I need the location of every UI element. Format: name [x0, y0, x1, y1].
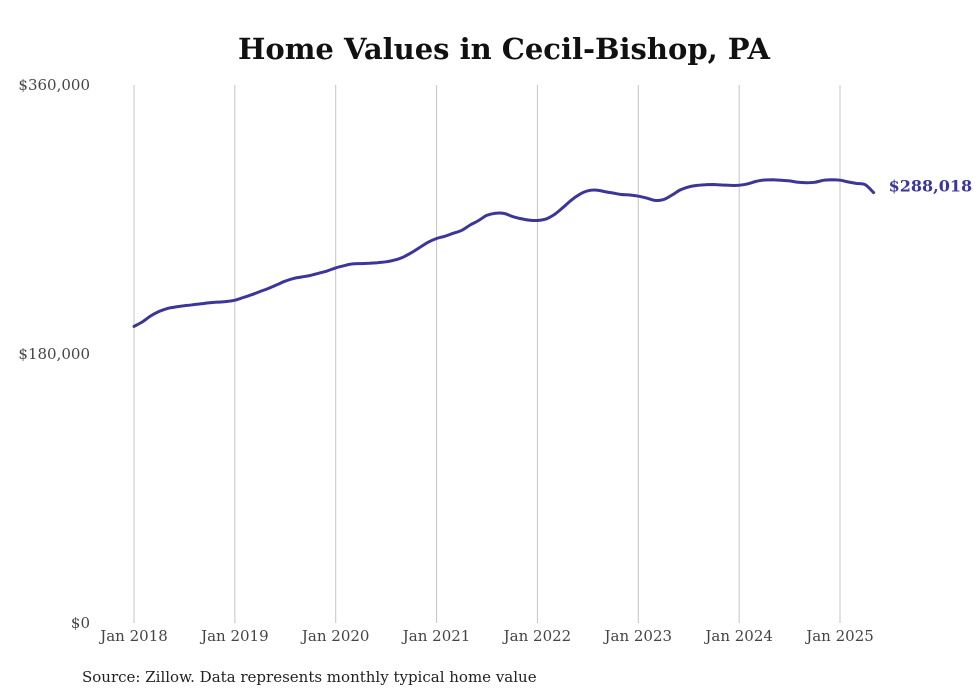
x-tick-label: Jan 2021	[401, 627, 471, 645]
gridlines	[133, 85, 841, 623]
source-note: Source: Zillow. Data represents monthly …	[82, 668, 537, 686]
chart-title: Home Values in Cecil-Bishop, PA	[238, 32, 770, 66]
y-tick-label: $180,000	[18, 345, 90, 363]
y-tick-label: $0	[71, 614, 90, 632]
home-value-line	[132, 178, 876, 328]
y-axis-ticks: $0 $180,000 $360,000	[18, 76, 90, 632]
x-tick-label: Jan 2020	[300, 627, 370, 645]
x-tick-label: Jan 2025	[804, 627, 874, 645]
x-tick-label: Jan 2023	[603, 627, 673, 645]
y-tick-label: $360,000	[18, 76, 90, 94]
x-axis-ticks: Jan 2018 Jan 2019 Jan 2020 Jan 2021 Jan 2022…	[98, 627, 874, 645]
x-tick-label: Jan 2024	[703, 627, 773, 645]
last-value-label: $288,018	[889, 177, 973, 196]
x-tick-label: Jan 2022	[502, 627, 572, 645]
x-tick-label: Jan 2018	[98, 627, 168, 645]
x-tick-label: Jan 2019	[199, 627, 269, 645]
